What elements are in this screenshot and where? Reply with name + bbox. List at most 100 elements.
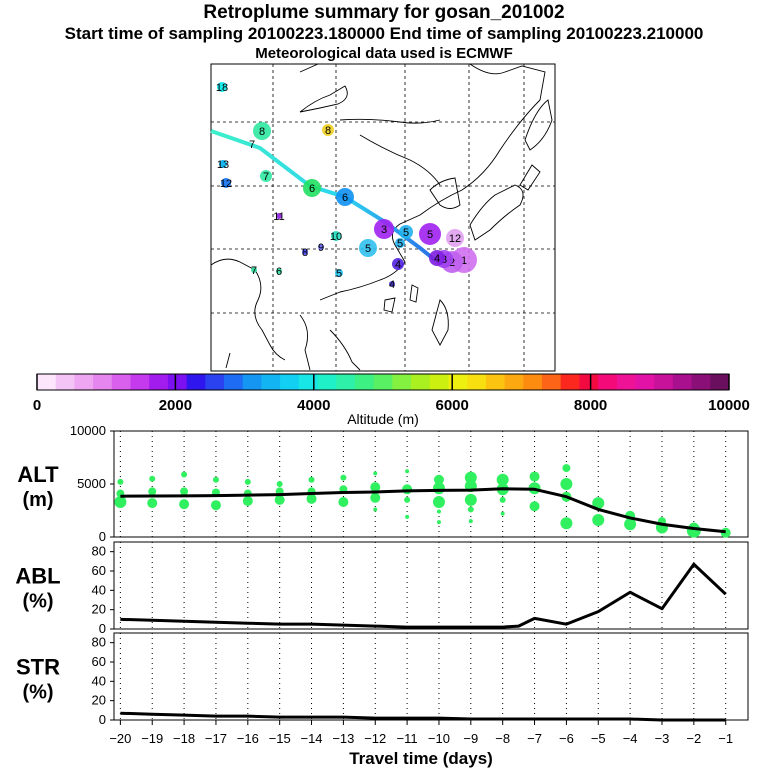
- y-tick-label: 60: [92, 563, 106, 578]
- cluster-marker: 5: [419, 223, 441, 245]
- altitude-dot: [308, 476, 315, 483]
- altitude-dot: [562, 464, 571, 473]
- altitude-dot: [149, 475, 156, 482]
- altitude-dot: [114, 496, 127, 509]
- cluster-dot: [260, 170, 272, 182]
- colorbar-swatch: [373, 374, 393, 390]
- x-tick-label: −15: [269, 731, 291, 746]
- altitude-dot: [464, 493, 477, 506]
- x-tick-label: −8: [495, 731, 510, 746]
- y-tick-label: 60: [92, 654, 106, 669]
- cluster-marker: 4: [429, 250, 445, 266]
- cluster-dot: [392, 258, 404, 270]
- altitude-dot: [212, 476, 219, 483]
- panel-label-unit: (%): [22, 591, 53, 613]
- x-tick-label: −20: [109, 731, 131, 746]
- cluster-label: 7: [249, 139, 255, 151]
- cluster-label: 5: [365, 243, 371, 255]
- altitude-dot: [338, 497, 349, 508]
- panel-frame: [113, 632, 749, 721]
- altitude-dot: [242, 495, 253, 506]
- cluster-dot: [395, 238, 405, 248]
- cluster-dot: [318, 244, 324, 250]
- cluster-dot: [374, 219, 394, 239]
- met-data-line: Meteorological data used is ECMWF: [255, 45, 513, 62]
- colorbar-tick-label: 10000: [708, 397, 750, 414]
- cluster-label: 4: [389, 279, 395, 291]
- cluster-label: 8: [259, 126, 265, 138]
- cluster-label: 8: [325, 125, 331, 137]
- x-tick-label: −7: [527, 731, 542, 746]
- cluster-dot: [419, 223, 441, 245]
- series-line: [120, 562, 727, 629]
- cluster-dot: [399, 225, 413, 239]
- colorbar-swatch: [317, 374, 337, 390]
- panel-label-name: ABL: [15, 564, 60, 589]
- cluster-label: 3: [381, 224, 387, 236]
- altitude-dot: [340, 474, 347, 481]
- altitude-colorbar: 0 2000 4000 6000 8000 10000 Altitude (m): [33, 373, 750, 427]
- cluster-label: 10: [330, 231, 342, 243]
- cluster-marker: 13: [217, 159, 229, 171]
- altitude-dot: [432, 496, 445, 509]
- colorbar-tick-label: 2000: [159, 397, 192, 414]
- cluster-dot: [335, 269, 343, 277]
- colorbar-swatch: [280, 374, 300, 390]
- colorbar-swatch: [616, 374, 636, 390]
- colorbar-swatch: [205, 374, 225, 390]
- cluster-marker: 3: [374, 219, 394, 239]
- cluster-marker: 4: [389, 279, 395, 291]
- x-tick-label: −11: [397, 731, 418, 746]
- colorbar-swatch: [411, 374, 431, 390]
- cluster-marker: 6: [303, 179, 321, 197]
- cluster-dot: [303, 179, 321, 197]
- panel-label-unit: (%): [22, 682, 53, 704]
- x-tick-label: −2: [686, 731, 701, 746]
- x-tick-label: −16: [237, 731, 259, 746]
- colorbar-swatch: [224, 374, 244, 390]
- colorbar-swatch: [149, 374, 169, 390]
- cluster-marker: 5: [359, 239, 377, 257]
- altitude-dot: [467, 506, 474, 513]
- cluster-marker: 9: [318, 242, 324, 254]
- colorbar-swatch: [130, 374, 150, 390]
- cluster-label: 12: [449, 233, 461, 245]
- colorbar-swatch: [504, 374, 524, 390]
- cluster-label: 4: [434, 253, 440, 265]
- cluster-markers: 1888713712661110983555512765412344: [216, 82, 477, 291]
- cluster-dot: [219, 160, 227, 168]
- colorbar-swatch: [691, 374, 711, 390]
- colorbar-swatch: [579, 374, 599, 390]
- cluster-label: 6: [342, 192, 348, 204]
- altitude-dot: [181, 471, 188, 478]
- colorbar-swatch: [672, 374, 693, 390]
- colorbar-swatch: [186, 374, 206, 390]
- cluster-marker: 8: [322, 124, 334, 137]
- panel-label-name: ALT: [17, 462, 59, 487]
- altitude-dot: [436, 520, 441, 525]
- y-tick-label: 10000: [70, 423, 106, 438]
- y-tick-label: 80: [92, 635, 106, 650]
- x-tick-label: −10: [428, 731, 450, 746]
- altitude-dot: [373, 471, 378, 476]
- colorbar-swatch: [392, 374, 412, 390]
- y-tick-label: 0: [99, 712, 106, 727]
- series-line: [120, 711, 726, 722]
- y-tick-label: 40: [92, 582, 106, 597]
- panel-abl: 0 20 40 60 80 ABL(%): [15, 541, 749, 636]
- colorbar-swatch: [93, 374, 113, 390]
- cluster-marker: 7: [251, 265, 257, 277]
- altitude-dot: [500, 511, 505, 516]
- cluster-label: 18: [216, 82, 228, 94]
- colorbar-swatch: [74, 374, 94, 390]
- colorbar-swatch: [523, 374, 543, 390]
- altitude-dot: [276, 481, 283, 487]
- altitude-dot: [529, 471, 540, 482]
- altitude-dot: [148, 487, 157, 496]
- cluster-marker: 7: [249, 139, 255, 151]
- x-tick-label: −18: [173, 731, 195, 746]
- x-tick-label: −9: [463, 731, 478, 746]
- cluster-label: 6: [276, 266, 282, 278]
- cluster-dot: [389, 281, 395, 287]
- cluster-label: 8: [302, 247, 308, 259]
